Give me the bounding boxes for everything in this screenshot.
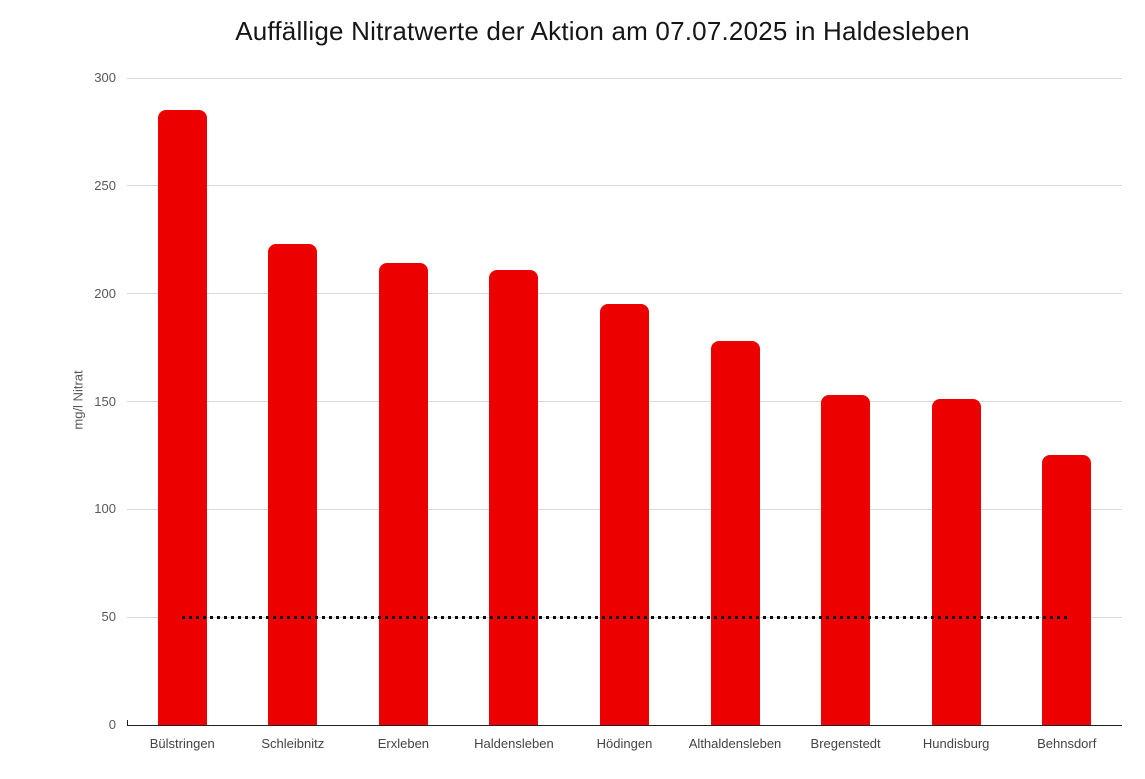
x-axis-tick-label: Schleibnitz: [261, 736, 325, 751]
x-axis-tick-label: Bülstringen: [149, 736, 215, 751]
x-axis-tick-label: Erxleben: [377, 736, 430, 751]
bar: [1042, 455, 1092, 725]
x-axis-tick-label: Bregenstedt: [810, 736, 881, 751]
plot-area: [127, 77, 1122, 726]
chart-title: Auffällige Nitratwerte der Aktion am 07.…: [235, 16, 970, 46]
x-axis-tick-label: Behnsdorf: [1037, 736, 1097, 751]
x-axis-tick-label: Hundisburg: [922, 736, 990, 751]
y-axis-tick-label: 250: [94, 177, 116, 193]
gridline-250: [127, 185, 1122, 187]
origin-tick: [127, 720, 128, 725]
x-axis-tick-label: Althaldensleben: [688, 736, 782, 751]
bar: [268, 244, 318, 725]
y-axis-tick-label: 150: [94, 393, 116, 409]
bar: [931, 399, 981, 725]
y-axis-tick-label: 50: [101, 609, 116, 625]
bar: [157, 110, 207, 725]
bar: [600, 304, 649, 725]
x-axis-tick-label: Haldensleben: [474, 736, 554, 751]
bar: [378, 263, 428, 725]
y-axis-tick-label: 200: [94, 285, 116, 301]
y-axis-tick-label: 100: [94, 501, 116, 517]
bar: [489, 269, 539, 725]
y-axis-tick-label: 300: [94, 70, 116, 85]
gridline-200: [127, 293, 1122, 295]
x-axis-tick-label: Hödingen: [596, 736, 653, 751]
bar: [821, 395, 871, 725]
reference-line: [182, 615, 1067, 619]
gridline-300: [127, 77, 1122, 79]
bar: [710, 341, 760, 725]
y-axis-tick-label: 0: [108, 717, 116, 732]
